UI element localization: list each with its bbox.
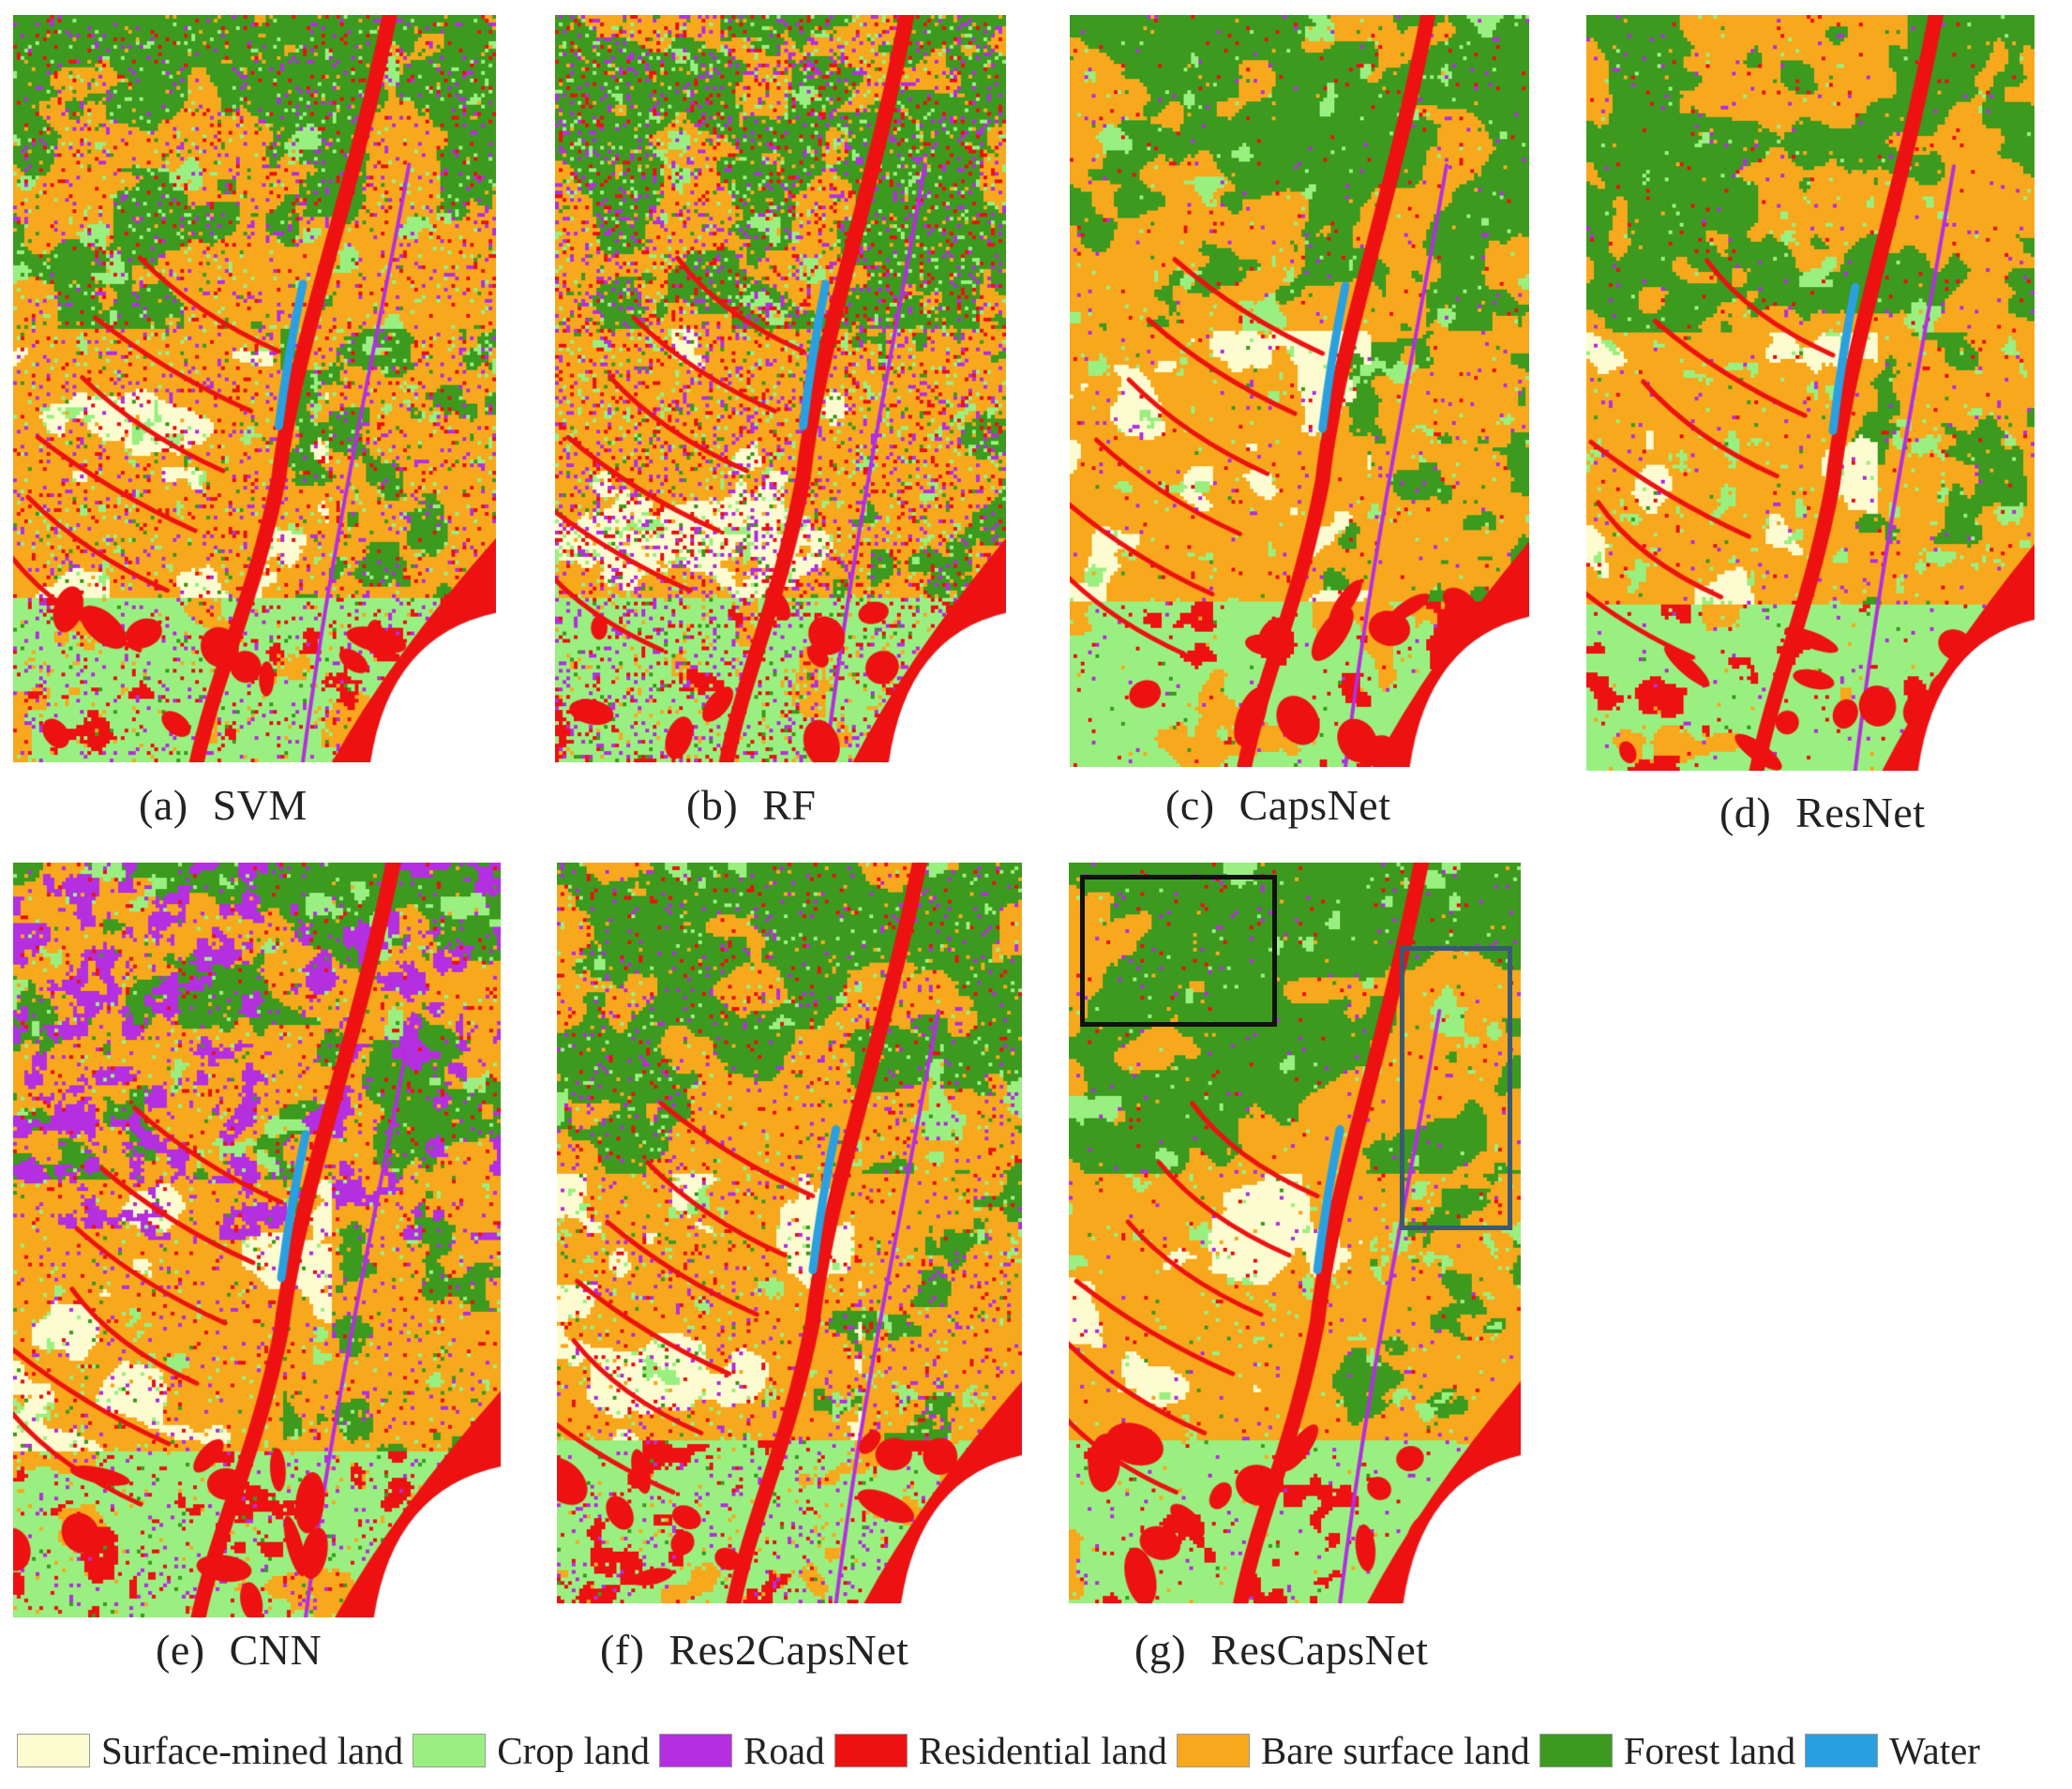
classification-map-svm xyxy=(13,15,496,762)
legend-item-crop: Crop land xyxy=(413,1728,650,1773)
caption-svm: (a) SVM xyxy=(139,780,308,830)
legend-item-residential: Residential land xyxy=(833,1728,1167,1773)
legend-item-bare-surface: Bare surface land xyxy=(1176,1728,1530,1773)
classification-map-rescapsnet xyxy=(1069,863,1521,1603)
caption-rescapsnet: (g) ResCapsNet xyxy=(1134,1625,1429,1675)
caption-method: ResNet xyxy=(1795,789,1926,836)
legend-label: Road xyxy=(743,1729,825,1772)
legend-swatch xyxy=(413,1734,487,1767)
caption-rf: (b) RF xyxy=(686,780,816,830)
caption-cnn: (e) CNN xyxy=(156,1625,322,1675)
caption-letter: (d) xyxy=(1719,789,1772,836)
classification-map-resnet xyxy=(1586,15,2034,771)
caption-letter: (e) xyxy=(156,1626,205,1674)
caption-method: ResCapsNet xyxy=(1210,1626,1429,1674)
caption-method: SVM xyxy=(212,781,308,829)
legend-swatch xyxy=(17,1734,90,1767)
caption-method: RF xyxy=(762,781,817,829)
caption-method: CapsNet xyxy=(1239,781,1391,829)
caption-res2capsnet: (f) Res2CapsNet xyxy=(600,1625,908,1675)
legend-swatch xyxy=(659,1734,733,1767)
classification-map-capsnet xyxy=(1070,15,1529,767)
legend-item-water: Water xyxy=(1805,1728,1980,1773)
caption-letter: (b) xyxy=(686,781,739,829)
legend-swatch xyxy=(1539,1734,1613,1767)
legend-item-forest: Forest land xyxy=(1539,1728,1795,1773)
caption-letter: (a) xyxy=(139,781,188,829)
legend: Surface-mined land Crop land Road Reside… xyxy=(17,1727,1989,1774)
highlight-box-northwest xyxy=(1080,875,1277,1027)
legend-swatch xyxy=(833,1734,908,1767)
legend-swatch xyxy=(1805,1734,1879,1767)
legend-label: Forest land xyxy=(1623,1729,1796,1772)
legend-label: Crop land xyxy=(497,1729,651,1772)
legend-label: Bare surface land xyxy=(1260,1729,1530,1772)
legend-item-road: Road xyxy=(659,1728,825,1773)
legend-label: Surface-mined land xyxy=(101,1729,404,1772)
caption-capsnet: (c) CapsNet xyxy=(1165,780,1390,830)
caption-resnet: (d) ResNet xyxy=(1719,788,1926,837)
highlight-box-east xyxy=(1400,946,1512,1230)
classification-map-rf xyxy=(555,15,1006,762)
legend-swatch xyxy=(1176,1734,1250,1767)
caption-method: CNN xyxy=(229,1626,323,1674)
legend-label: Water xyxy=(1889,1729,1980,1772)
caption-letter: (g) xyxy=(1134,1626,1187,1674)
legend-item-surface-mined: Surface-mined land xyxy=(17,1728,403,1773)
classification-map-res2capsnet xyxy=(557,863,1022,1603)
caption-method: Res2CapsNet xyxy=(668,1626,909,1674)
caption-letter: (c) xyxy=(1165,781,1215,829)
caption-letter: (f) xyxy=(600,1626,645,1674)
classification-map-cnn xyxy=(13,863,501,1617)
legend-label: Residential land xyxy=(918,1729,1167,1772)
